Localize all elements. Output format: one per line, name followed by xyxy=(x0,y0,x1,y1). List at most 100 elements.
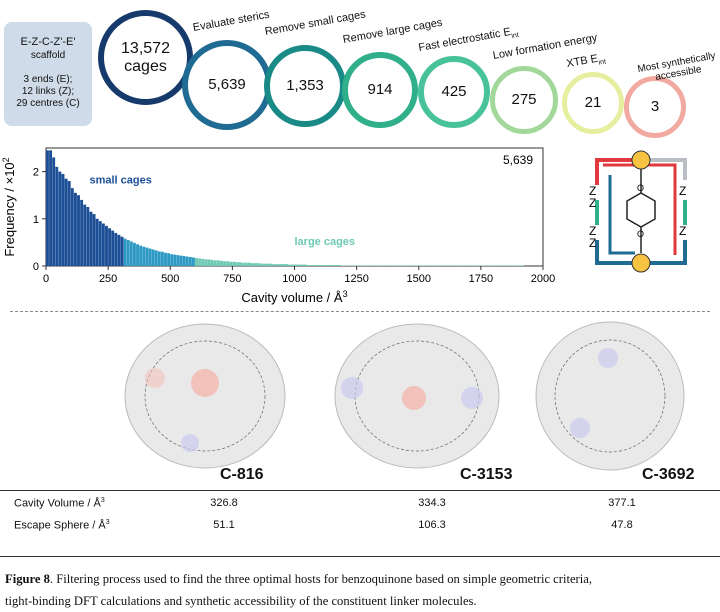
histogram-bar xyxy=(282,264,285,266)
step-2-value: 1,353 xyxy=(286,77,324,94)
step-4-value: 425 xyxy=(441,83,467,100)
escape-label-text: Escape Sphere / Å xyxy=(14,519,106,532)
histogram-bar xyxy=(288,264,292,266)
histogram-bar xyxy=(195,257,199,266)
scaffold-subtitle: scaffold xyxy=(30,50,66,61)
linker-node-top xyxy=(631,150,651,170)
linker-red-top-left xyxy=(595,158,635,185)
large-cages-annotation: large cages xyxy=(295,236,356,248)
molecule-c816-image xyxy=(124,323,286,469)
c3153-guest xyxy=(402,386,426,410)
histogram-bar xyxy=(251,263,254,266)
volume-label: Cavity Volume / Å3 xyxy=(14,497,105,510)
linker-blue-bottom-left xyxy=(595,240,635,265)
z-label-5: Z xyxy=(679,184,686,198)
z-label-1: Z xyxy=(589,184,596,198)
histogram-bar xyxy=(278,264,282,266)
caption-rule xyxy=(0,556,720,557)
histogram-chart: 0 250 500 750 1000 1250 1500 1750 2000 0 1 2 Cavity … xyxy=(1,147,555,305)
c3153-nitrogen-left xyxy=(341,377,363,399)
histogram-bar xyxy=(95,218,99,266)
start-count: 13,572 xyxy=(121,39,170,57)
y-axis-label: Frequency / ×102 xyxy=(1,157,17,256)
funnel-start-circle: 13,572 cages xyxy=(98,10,193,105)
histogram-bar xyxy=(46,150,49,266)
histogram-bar xyxy=(120,236,124,266)
histogram-bar xyxy=(98,221,102,266)
z-label-4: Z xyxy=(589,236,596,250)
x-tick-label: 250 xyxy=(99,273,117,285)
histogram-bar xyxy=(145,247,149,266)
escape-c3153: 106.3 xyxy=(418,519,446,531)
z-label-3: Z xyxy=(589,224,596,238)
histogram-bar xyxy=(300,264,304,266)
histogram-bar xyxy=(148,248,152,266)
histogram-bar xyxy=(297,264,301,266)
step-5-value: 275 xyxy=(511,91,537,108)
histogram-bar xyxy=(179,255,183,266)
histogram-bar xyxy=(129,241,133,266)
step-6-label: XTB Eint xyxy=(566,51,607,72)
histogram-bar xyxy=(170,254,174,266)
c816-framework xyxy=(144,340,266,452)
step-1-value: 5,639 xyxy=(208,76,246,93)
molecule-c3692-label: C-3692 xyxy=(642,466,695,483)
funnel-step-4-circle: 425 xyxy=(418,56,490,128)
histogram-bar xyxy=(275,264,279,266)
step-3-value: 914 xyxy=(367,81,393,98)
histogram-bar xyxy=(285,264,289,266)
small-cages-annotation: small cages xyxy=(89,174,151,186)
histogram-bar xyxy=(80,199,84,266)
histogram-bar xyxy=(201,258,205,266)
escape-label: Escape Sphere / Å3 xyxy=(14,519,110,532)
histogram-bar xyxy=(238,262,242,266)
x-tick-label: 750 xyxy=(223,273,241,285)
c3692-nitrogen-top xyxy=(598,348,618,368)
histogram-bar xyxy=(49,150,53,266)
histogram-bar xyxy=(83,204,87,266)
histogram-bar xyxy=(198,258,202,266)
c3692-nitrogen-bottom xyxy=(570,418,590,438)
step-6-value: 21 xyxy=(584,94,602,111)
histogram-bar xyxy=(226,261,230,266)
linker-grey-top-right xyxy=(647,158,687,180)
c3153-nitrogen-right xyxy=(461,387,483,409)
benzoquinone-ring xyxy=(626,192,656,228)
histogram-bar xyxy=(235,262,239,266)
histogram-bar xyxy=(266,263,270,266)
histogram-bar xyxy=(151,249,155,266)
histogram-bar xyxy=(154,250,158,266)
escape-label-sup: 3 xyxy=(105,519,110,526)
histogram-bar xyxy=(263,263,267,266)
histogram-bar xyxy=(219,260,223,266)
escape-c3692: 47.8 xyxy=(611,519,633,531)
histogram-bar xyxy=(126,240,130,266)
linker-diagram: Z Z Z Z Z Z O O xyxy=(589,150,687,273)
histogram-bar xyxy=(160,251,164,266)
histogram-bar xyxy=(272,264,276,266)
histogram-bar xyxy=(105,225,108,266)
histogram-bar xyxy=(58,171,62,266)
histogram-bar xyxy=(303,264,307,266)
volume-c816: 326.8 xyxy=(210,497,238,509)
histogram-bar xyxy=(77,195,80,266)
histogram-bar xyxy=(331,265,335,266)
volume-c3692: 377.1 xyxy=(608,497,636,509)
oxygen-top: O xyxy=(637,183,644,193)
y-tick-label: 1 xyxy=(33,214,39,226)
funnel-step-1-circle: 5,639 xyxy=(182,40,272,130)
molecule-c3692-image xyxy=(535,321,685,471)
histogram-bar xyxy=(132,242,136,266)
c3692-framework xyxy=(554,339,666,453)
funnel-step-3-circle: 914 xyxy=(342,52,418,128)
c816-guest xyxy=(191,369,219,397)
c816-nitrogen xyxy=(181,434,199,452)
oxygen-bottom: O xyxy=(637,229,644,239)
histogram-bar xyxy=(70,188,74,266)
histogram-bar xyxy=(164,252,167,266)
volume-label-sup: 3 xyxy=(100,497,105,504)
histogram-bar xyxy=(229,261,233,266)
funnel-step-5-circle: 275 xyxy=(490,66,558,134)
caption-line-2: tight-binding DFT calculations and synth… xyxy=(5,594,477,608)
histogram-bar xyxy=(188,257,192,266)
